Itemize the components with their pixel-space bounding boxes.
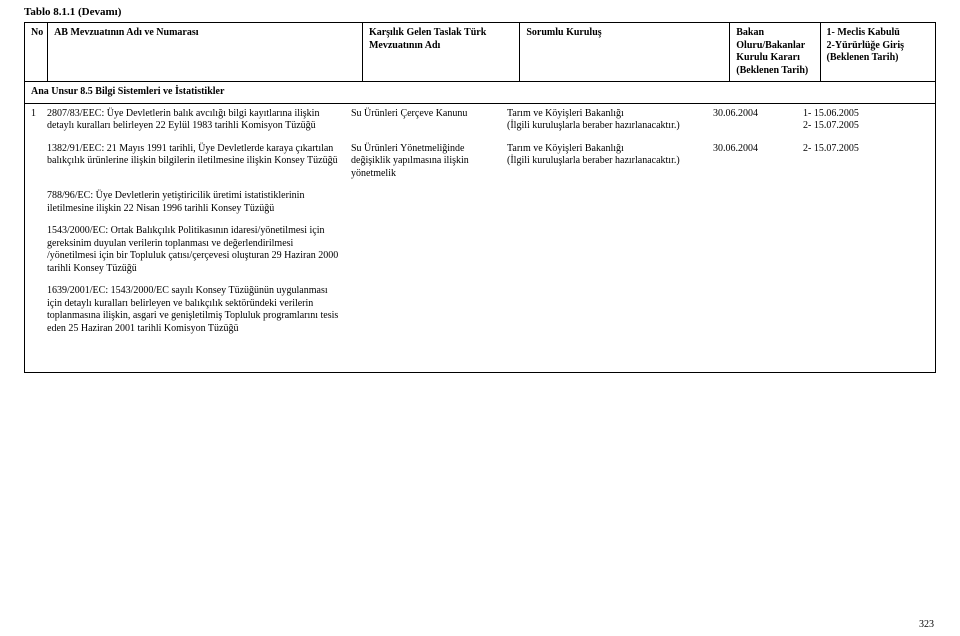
table-row: 1 2807/83/EEC: Üye Devletlerin balık avc…: [25, 108, 935, 143]
cell-mk-l2: 2- 15.07.2005: [803, 120, 859, 131]
table-header-row: No AB Mevzuatının Adı ve Numarası Karşıl…: [25, 23, 936, 82]
cell-sk: Tarım ve Köyişleri Bakanlığı (İlgili kur…: [507, 143, 713, 191]
header-mk-l3: (Beklenen Tarih): [827, 52, 899, 63]
cell-bk: 30.06.2004: [713, 143, 803, 191]
cell-sk: Tarım ve Köyişleri Bakanlığı (İlgili kur…: [507, 108, 713, 143]
cell-bk: 30.06.2004: [713, 108, 803, 143]
header-sk: Sorumlu Kuruluş: [520, 23, 730, 82]
cell-ab: 788/96/EC: Üye Devletlerin yetiştiricili…: [47, 190, 351, 225]
header-bk-l4: (Beklenen Tarih): [736, 65, 808, 76]
cell-mk: 2- 15.07.2005: [803, 143, 935, 191]
header-ab: AB Mevzuatının Adı ve Numarası: [48, 23, 363, 82]
cell-tr: Su Ürünleri Yönetmeliğinde değişiklik ya…: [351, 143, 507, 191]
table-continuation-label: Tablo 8.1.1 (Devamı): [24, 6, 936, 18]
table-row: 1639/2001/EC: 1543/2000/EC sayılı Konsey…: [25, 285, 935, 345]
table-row: 1543/2000/EC: Ortak Balıkçılık Politikas…: [25, 225, 935, 285]
regulation-table: No AB Mevzuatının Adı ve Numarası Karşıl…: [24, 22, 936, 373]
cell-sk-l1: Tarım ve Köyişleri Bakanlığı: [507, 143, 624, 154]
cell-sk-l2: (İlgili kuruluşlarla beraber hazırlanaca…: [507, 120, 680, 131]
section-title: Ana Unsur 8.5 Bilgi Sistemleri ve İstati…: [25, 82, 936, 104]
inner-layout-table: 1 2807/83/EEC: Üye Devletlerin balık avc…: [25, 108, 935, 368]
header-bk-l3: Kurulu Kararı: [736, 52, 800, 63]
cell-tr: Su Ürünleri Çerçeve Kanunu: [351, 108, 507, 143]
table-row: 788/96/EC: Üye Devletlerin yetiştiricili…: [25, 190, 935, 225]
content-row: 1 2807/83/EEC: Üye Devletlerin balık avc…: [25, 103, 936, 372]
header-bk-l2: Oluru/Bakanlar: [736, 40, 805, 51]
cell-ab: 2807/83/EEC: Üye Devletlerin balık avcıl…: [47, 108, 351, 143]
cell-mk-l1: 2- 15.07.2005: [803, 143, 859, 154]
cell-ab: 1639/2001/EC: 1543/2000/EC sayılı Konsey…: [47, 285, 351, 345]
header-tr: Karşılık Gelen Taslak Türk Mevzuatının A…: [362, 23, 519, 82]
header-bk: Bakan Oluru/Bakanlar Kurulu Kararı (Bekl…: [730, 23, 820, 82]
cell-sk-l2: (İlgili kuruluşlarla beraber hazırlanaca…: [507, 155, 680, 166]
cell-mk: 1- 15.06.2005 2- 15.07.2005: [803, 108, 935, 143]
page-number: 323: [919, 619, 934, 630]
header-bk-l1: Bakan: [736, 27, 764, 38]
header-mk: 1- Meclis Kabulü 2-Yürürlüğe Giriş (Bekl…: [820, 23, 935, 82]
header-mk-l1: 1- Meclis Kabulü: [827, 27, 900, 38]
section-row: Ana Unsur 8.5 Bilgi Sistemleri ve İstati…: [25, 82, 936, 104]
header-mk-l2: 2-Yürürlüğe Giriş: [827, 40, 905, 51]
page-container: { "continuation": "Tablo 8.1.1 (Devamı)"…: [0, 0, 960, 636]
header-no: No: [25, 23, 48, 82]
table-row: 1382/91/EEC: 21 Mayıs 1991 tarihli, Üye …: [25, 143, 935, 191]
cell-no: 1: [25, 108, 47, 143]
cell-ab: 1382/91/EEC: 21 Mayıs 1991 tarihli, Üye …: [47, 143, 351, 191]
cell-sk-l1: Tarım ve Köyişleri Bakanlığı: [507, 108, 624, 119]
cell-mk-l1: 1- 15.06.2005: [803, 108, 859, 119]
cell-ab: 1543/2000/EC: Ortak Balıkçılık Politikas…: [47, 225, 351, 285]
